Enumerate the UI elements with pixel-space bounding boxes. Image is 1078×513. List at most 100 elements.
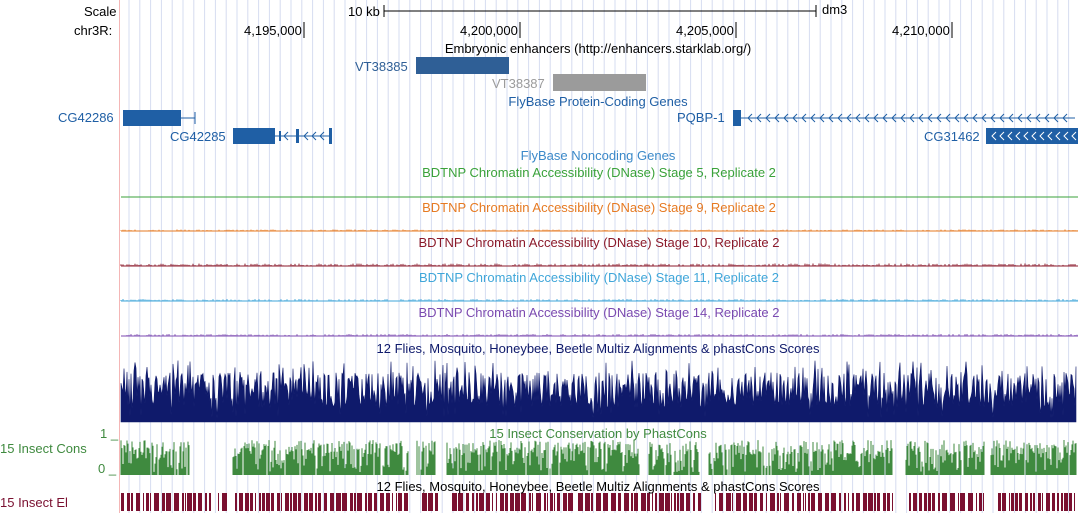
conserved-element — [818, 493, 822, 511]
conserved-element — [938, 493, 940, 511]
enhancer-feature — [416, 57, 509, 74]
conserved-element — [1061, 493, 1063, 511]
conserved-element — [466, 493, 469, 511]
conserved-element — [515, 493, 520, 511]
strand-arrow — [828, 113, 834, 123]
conserved-element — [760, 493, 763, 511]
conserved-element — [979, 493, 982, 511]
enhancer-item-label[interactable]: VT38387 — [492, 76, 545, 91]
track-title-noncoding[interactable]: FlyBase Noncoding Genes — [520, 148, 676, 163]
conserved-element — [154, 493, 159, 511]
enhancer-feature — [553, 74, 646, 91]
conserved-element — [976, 493, 977, 511]
gene-exon — [123, 110, 181, 126]
strand-arrow — [945, 113, 951, 123]
conserved-element — [187, 493, 192, 511]
strand-arrow — [846, 113, 852, 123]
gene-label[interactable]: CG42285 — [170, 129, 226, 144]
conserved-element — [350, 493, 353, 511]
conserved-element — [754, 493, 757, 511]
track-title-protein-coding[interactable]: FlyBase Protein-Coding Genes — [508, 94, 688, 109]
conserved-element — [458, 493, 463, 511]
strand-arrow — [765, 113, 771, 123]
conserved-element — [618, 493, 621, 511]
strand-arrow — [1055, 131, 1061, 141]
conserved-element — [368, 493, 372, 511]
strand-arrow — [927, 113, 933, 123]
conserved-element — [665, 493, 670, 511]
conserved-element — [193, 493, 196, 511]
conserved-element — [146, 493, 149, 511]
insect-el-side-label[interactable]: 15 Insect El — [0, 495, 68, 510]
conserved-element — [655, 493, 657, 511]
gene-exon — [329, 128, 332, 144]
conserved-element — [529, 493, 531, 511]
conserved-element — [749, 493, 753, 511]
track-title-embryonic-enhancers[interactable]: Embryonic enhancers (http://enhancers.st… — [444, 41, 752, 56]
ruler-tick-label: 4,195,000 — [244, 23, 302, 38]
conserved-element — [131, 493, 133, 511]
strand-arrow — [774, 113, 780, 123]
conserved-element — [856, 493, 860, 511]
strand-arrow — [882, 113, 888, 123]
strand-arrow — [801, 113, 807, 123]
insect-cons-side-label[interactable]: 15 Insect Cons — [0, 441, 87, 456]
conserved-element — [250, 493, 253, 511]
conserved-element — [266, 493, 270, 511]
conserved-element — [825, 493, 829, 511]
strand-arrow — [864, 113, 870, 123]
strand-arrow — [999, 113, 1005, 123]
conserved-element — [318, 493, 321, 511]
gene-label[interactable]: PQBP-1 — [677, 110, 725, 125]
conserved-element — [150, 493, 151, 511]
strand-arrow — [891, 113, 897, 123]
track-title-insect-cons[interactable]: 15 Insect Conservation by PhastCons — [489, 426, 707, 441]
conserved-element — [909, 493, 911, 511]
strand-arrow — [311, 131, 317, 141]
conserved-element — [803, 493, 804, 511]
conserved-element — [852, 493, 854, 511]
strand-arrow — [756, 113, 762, 123]
conserved-element — [950, 493, 955, 511]
strand-arrow — [1053, 113, 1059, 123]
conserved-element — [808, 493, 810, 511]
conserved-element — [693, 493, 695, 511]
conserved-element — [958, 493, 959, 511]
conserved-element — [585, 493, 590, 511]
conserved-element — [1038, 493, 1041, 511]
conserved-element — [698, 493, 701, 511]
conserved-element — [435, 493, 438, 511]
conserved-element — [877, 493, 880, 511]
track-title-multiz[interactable]: 12 Flies, Mosquito, Honeybee, Beetle Mul… — [376, 341, 820, 356]
gene-label[interactable]: CG31462 — [924, 129, 980, 144]
conserved-element — [1042, 493, 1043, 511]
track-title-dnase-stage10[interactable]: BDTNP Chromatin Accessibility (DNase) St… — [418, 235, 780, 250]
conserved-element — [557, 493, 560, 511]
insect-cons-max-label: 1 _ — [100, 426, 119, 441]
strand-arrow — [319, 131, 325, 141]
gene-label[interactable]: CG42286 — [58, 110, 114, 125]
conserved-element — [510, 493, 514, 511]
conserved-element — [777, 493, 779, 511]
conserved-element — [182, 493, 184, 511]
track-title-dnase-stage9[interactable]: BDTNP Chromatin Accessibility (DNase) St… — [422, 200, 776, 215]
track-title-dnase-stage11[interactable]: BDTNP Chromatin Accessibility (DNase) St… — [418, 270, 780, 285]
strand-arrow — [873, 113, 879, 123]
conserved-element — [554, 493, 555, 511]
conserved-element — [1009, 493, 1010, 511]
conserved-element — [380, 493, 384, 511]
conserved-element — [913, 493, 917, 511]
conserved-element — [259, 493, 261, 511]
conserved-element — [863, 493, 867, 511]
strand-arrow — [1035, 113, 1041, 123]
track-title-dnase-stage5[interactable]: BDTNP Chromatin Accessibility (DNase) St… — [422, 165, 776, 180]
track-title-insect-el[interactable]: 12 Flies, Mosquito, Honeybee, Beetle Mul… — [376, 479, 820, 494]
conserved-element — [532, 493, 533, 511]
enhancer-item-label[interactable]: VT38385 — [355, 59, 408, 74]
ruler-tick-label: 4,200,000 — [460, 23, 518, 38]
conserved-element — [659, 493, 664, 511]
conserved-element — [1011, 493, 1014, 511]
track-title-dnase-stage14[interactable]: BDTNP Chromatin Accessibility (DNase) St… — [418, 305, 780, 320]
